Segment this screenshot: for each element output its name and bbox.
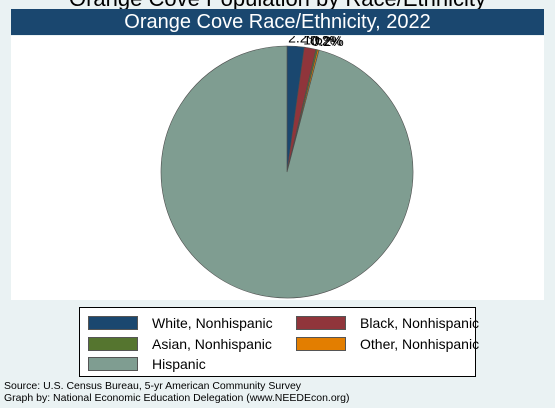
legend-item-other: Other, Nonhispanic (296, 335, 479, 353)
legend-label-white: White, Nonhispanic (152, 315, 273, 331)
legend-swatch-black (296, 316, 346, 330)
legend-swatch-other (296, 337, 346, 351)
source-note: Source: U.S. Census Bureau, 5-yr America… (4, 380, 302, 392)
legend-swatch-white (88, 316, 138, 330)
pie-label-black: 1.5% (303, 36, 335, 47)
pie-chart: 2.2%1.5%0.2%0.2%96.1% (160, 36, 414, 300)
title-bar: Orange Cove Race/Ethnicity, 2022 (11, 9, 544, 35)
legend-item-asian: Asian, Nonhispanic (88, 335, 272, 353)
pie-label-other: 0.2% (312, 36, 344, 49)
legend-label-hispanic: Hispanic (152, 356, 206, 372)
legend-label-other: Other, Nonhispanic (360, 336, 480, 352)
legend-item-black: Black, Nonhispanic (296, 314, 479, 332)
pie-label-white: 2.2% (288, 36, 320, 45)
legend-swatch-hispanic (88, 357, 138, 371)
legend-item-white: White, Nonhispanic (88, 314, 273, 332)
credit-note: Graph by: National Economic Education De… (4, 392, 350, 404)
legend: White, Nonhispanic Black, Nonhispanic As… (79, 307, 479, 377)
clipped-heading: Orange Cove Population by Race/Ethnicity (0, 0, 555, 10)
legend-label-asian: Asian, Nonhispanic (152, 336, 272, 352)
chart-title: Orange Cove Race/Ethnicity, 2022 (124, 11, 431, 33)
legend-swatch-asian (88, 337, 138, 351)
pie-label-asian: 0.2% (310, 36, 342, 49)
legend-item-hispanic: Hispanic (88, 355, 206, 373)
pie-label-hispanic: 96.1% (267, 298, 307, 300)
plot-region: 2.2%1.5%0.2%0.2%96.1% (11, 36, 544, 300)
footer: Source: U.S. Census Bureau, 5-yr America… (4, 380, 350, 404)
pie-slice-hispanic (160, 45, 414, 299)
legend-label-black: Black, Nonhispanic (360, 315, 480, 331)
